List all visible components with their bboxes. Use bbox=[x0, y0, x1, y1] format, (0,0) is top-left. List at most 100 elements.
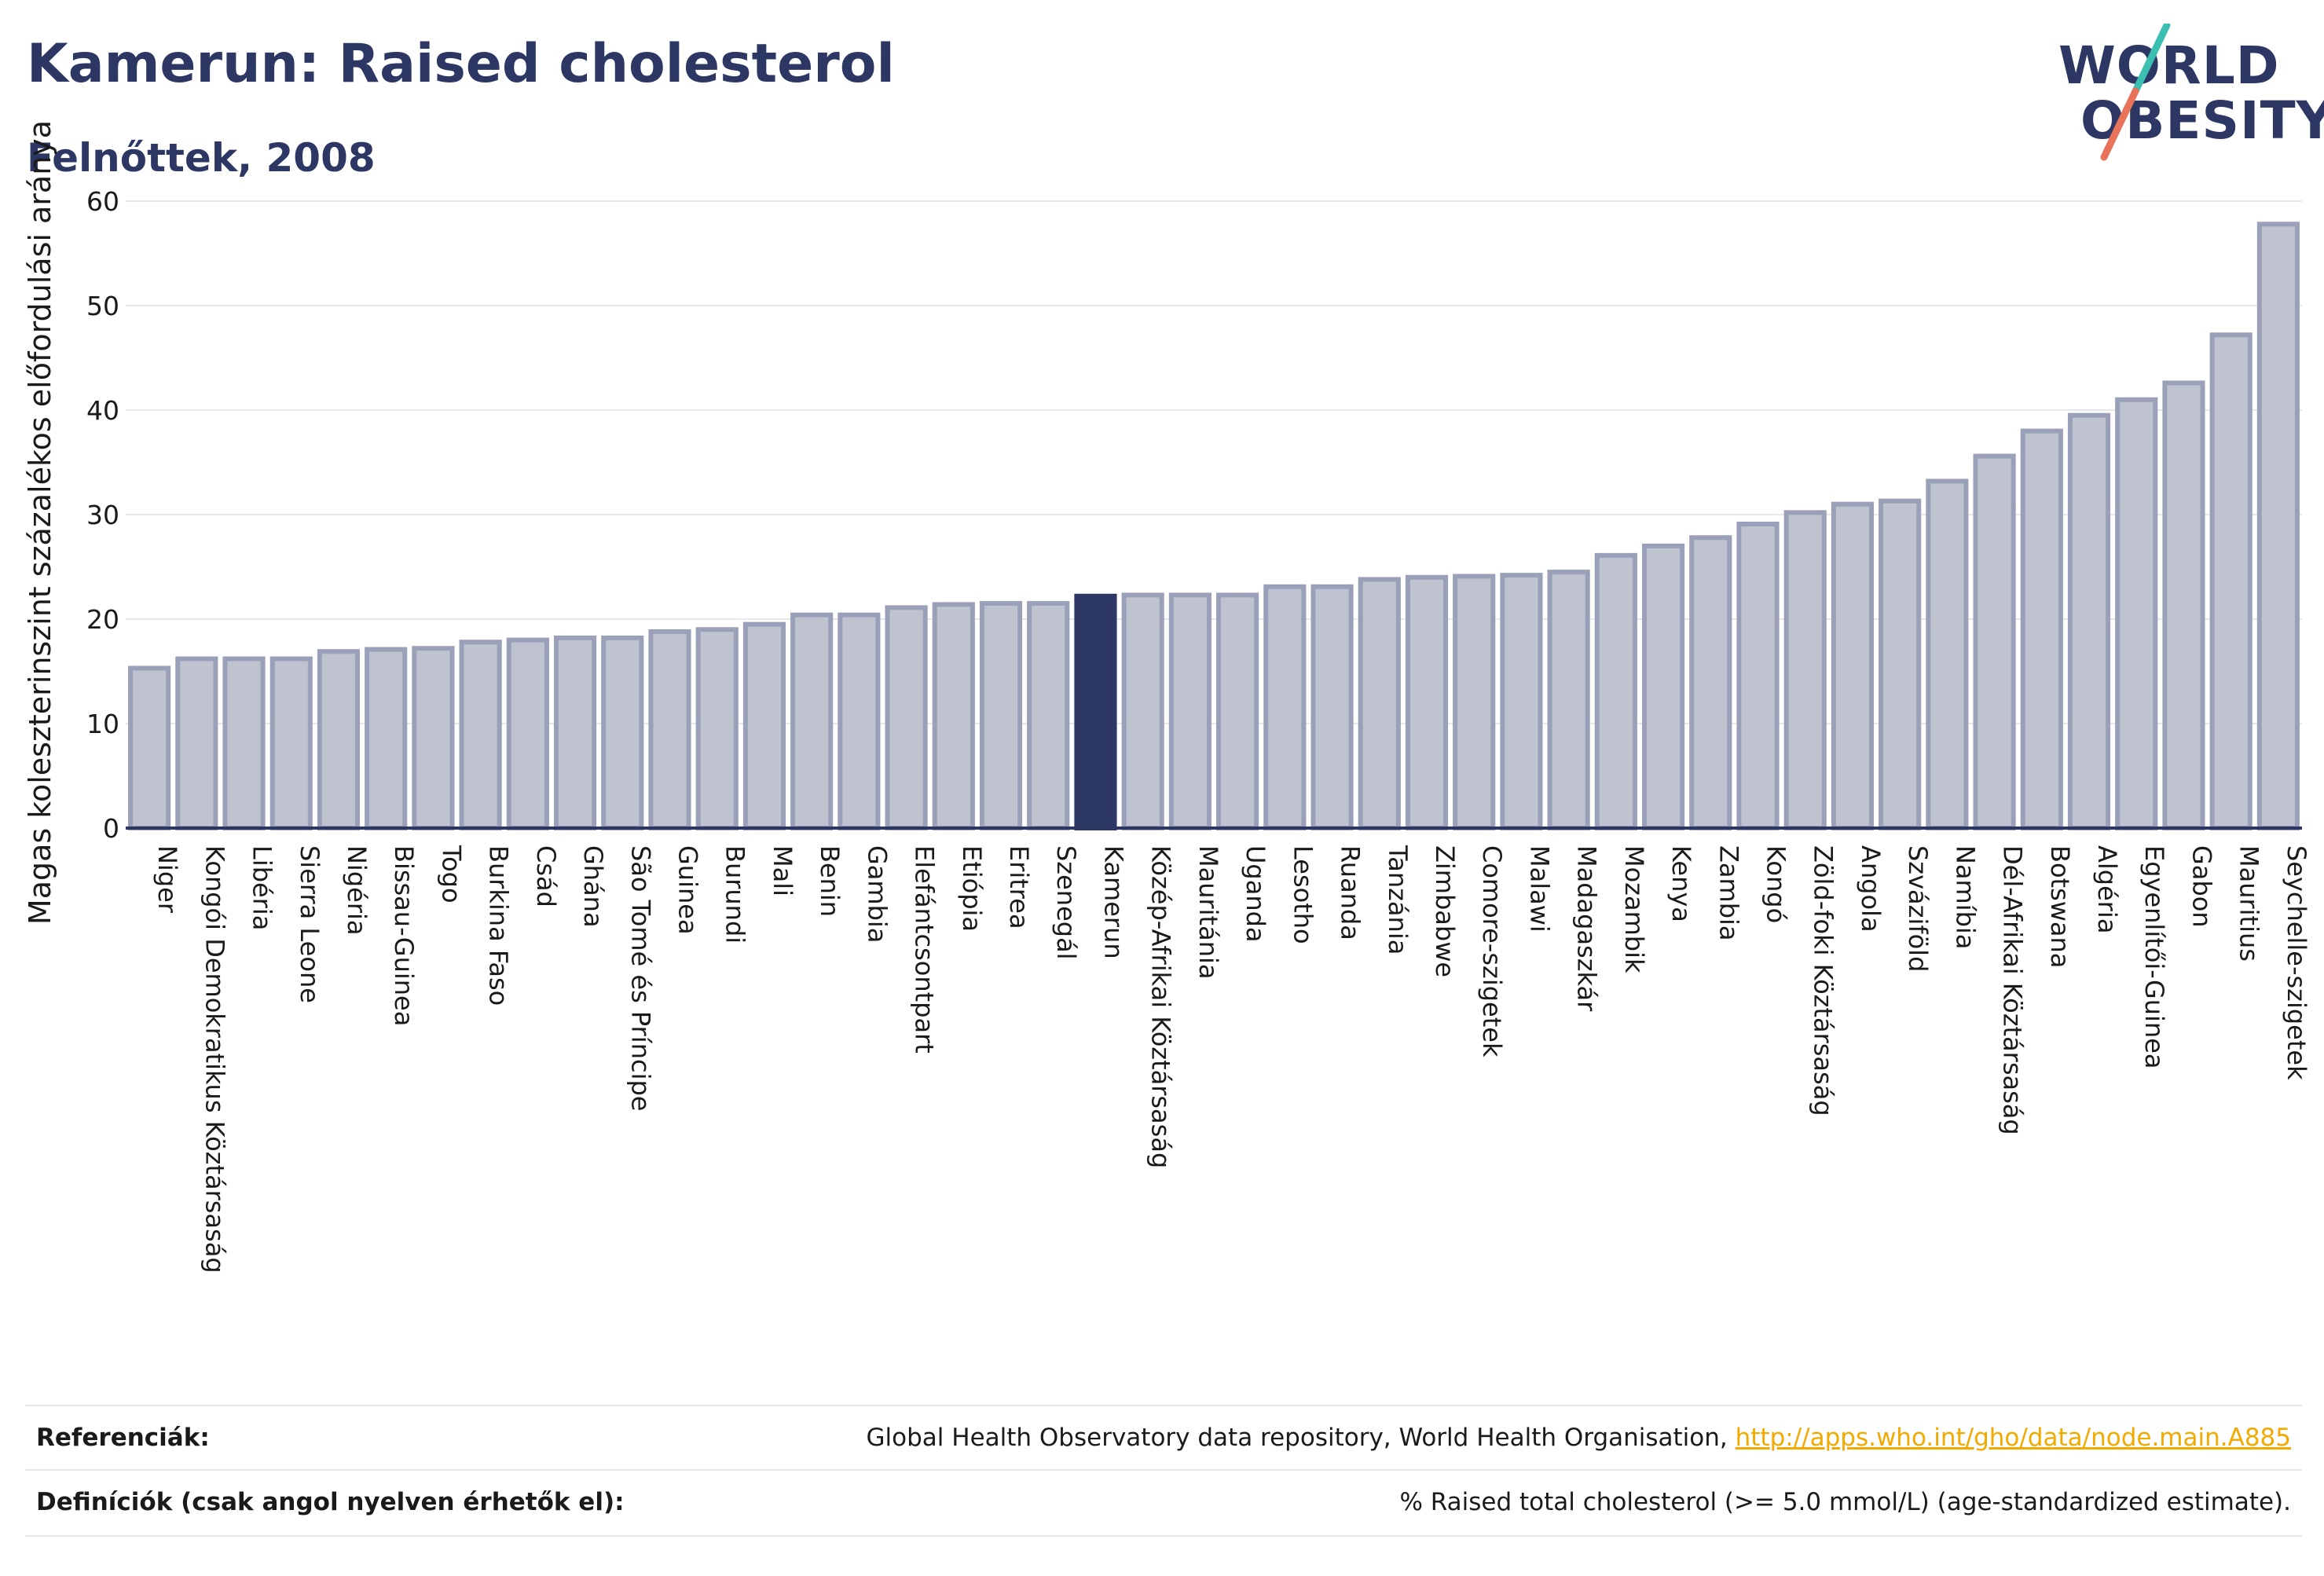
page-title: Kamerun: Raised cholesterol bbox=[27, 33, 895, 95]
x-tick-label: Zimbabwe bbox=[1430, 845, 1460, 977]
references-label: Referenciák: bbox=[36, 1424, 210, 1452]
x-tick-label: Comore-szigetek bbox=[1477, 845, 1507, 1057]
bar[interactable] bbox=[2115, 397, 2158, 830]
bar[interactable] bbox=[1453, 574, 1496, 830]
x-tick-label: Togo bbox=[436, 845, 466, 903]
x-tick-label: Malawi bbox=[1524, 845, 1554, 933]
definitions-row: Definíciók (csak angol nyelven érhetők e… bbox=[25, 1469, 2302, 1537]
bar[interactable] bbox=[222, 656, 266, 830]
y-axis-label: Magas koleszterinszint százalékos előfor… bbox=[23, 120, 57, 925]
x-tick-label: Nigéria bbox=[342, 845, 372, 935]
bar-chart: 0 10 20 30 40 50 60 Niger Kongói Demokratikus K… bbox=[23, 120, 2311, 1274]
definitions-label: Definíciók (csak angol nyelven érhetők e… bbox=[36, 1488, 625, 1516]
bar[interactable] bbox=[979, 601, 1023, 830]
x-tick-label: Lesotho bbox=[1288, 845, 1318, 944]
bar[interactable] bbox=[2067, 412, 2111, 830]
x-tick-label: Kamerun bbox=[1098, 845, 1128, 959]
bar[interactable] bbox=[838, 612, 881, 830]
bar[interactable] bbox=[1926, 478, 1969, 830]
references-value: Global Health Observatory data repositor… bbox=[867, 1424, 2291, 1452]
bar[interactable] bbox=[175, 656, 218, 830]
x-tick-label: Namíbia bbox=[1950, 845, 1980, 949]
x-tick-label: Szenegál bbox=[1051, 845, 1081, 960]
bar[interactable] bbox=[1358, 577, 1401, 831]
x-tick-label: Kongó bbox=[1761, 845, 1791, 923]
y-tick-label: 10 bbox=[86, 709, 119, 739]
bar[interactable] bbox=[506, 637, 549, 830]
bar[interactable] bbox=[365, 647, 408, 830]
x-tick-label: Etiópia bbox=[957, 845, 987, 932]
bar[interactable] bbox=[317, 649, 361, 830]
x-tick-label: São Tomé és Príncipe bbox=[625, 845, 655, 1111]
bar[interactable] bbox=[412, 646, 455, 830]
bar[interactable] bbox=[1216, 592, 1259, 830]
bar[interactable] bbox=[1973, 453, 2016, 831]
x-tick-label: Mali bbox=[768, 845, 797, 896]
bar-highlight[interactable] bbox=[1074, 593, 1117, 830]
x-tick-label: Sierra Leone bbox=[295, 845, 324, 1003]
bar[interactable] bbox=[553, 635, 597, 830]
x-tick-label: Niger bbox=[152, 845, 182, 914]
bar[interactable] bbox=[1168, 592, 1211, 830]
bar[interactable] bbox=[1121, 592, 1164, 830]
bar[interactable] bbox=[2020, 428, 2063, 830]
x-tick-label: Mauritánia bbox=[1193, 845, 1223, 979]
x-tick-label: Angola bbox=[1856, 845, 1886, 933]
bar[interactable] bbox=[1879, 498, 1922, 831]
bar[interactable] bbox=[1547, 570, 1590, 831]
x-tick-label: Közép-Afrikai Köztársaság bbox=[1146, 845, 1176, 1168]
logo-text-world: WORLD bbox=[2058, 35, 2280, 96]
bar[interactable] bbox=[648, 629, 691, 831]
x-tick-label: Uganda bbox=[1241, 845, 1270, 943]
x-tick-label: Eritrea bbox=[1004, 845, 1034, 929]
bar[interactable] bbox=[932, 602, 975, 830]
world-obesity-logo[interactable]: WORLD OBESITY bbox=[2043, 24, 2324, 165]
bar[interactable] bbox=[695, 627, 739, 830]
bar[interactable] bbox=[1689, 535, 1732, 830]
x-tick-label: Benin bbox=[815, 845, 845, 917]
bar[interactable] bbox=[601, 635, 644, 830]
bar[interactable] bbox=[1594, 552, 1637, 830]
y-tick-label: 0 bbox=[103, 813, 119, 844]
page-subtitle: Felnőttek, 2008 bbox=[27, 135, 376, 181]
bar[interactable] bbox=[1736, 521, 1780, 830]
bar[interactable] bbox=[1500, 573, 1543, 830]
bar[interactable] bbox=[2256, 222, 2300, 830]
x-tick-label: Algéria bbox=[2092, 845, 2122, 933]
bar[interactable] bbox=[2162, 380, 2205, 831]
x-tick-label: Kenya bbox=[1666, 845, 1696, 922]
bar[interactable] bbox=[269, 656, 313, 830]
logo-slash-icon bbox=[2100, 24, 2171, 161]
bar[interactable] bbox=[1641, 543, 1685, 831]
x-tick-label: Libéria bbox=[247, 845, 277, 930]
x-tick-label: Tanzánia bbox=[1383, 845, 1413, 955]
x-tick-label: Bissau-Guinea bbox=[389, 845, 419, 1026]
y-tick-label: 60 bbox=[86, 186, 119, 217]
x-tick-label: Zambia bbox=[1714, 845, 1743, 941]
bar[interactable] bbox=[885, 605, 928, 830]
x-tick-label: Burundi bbox=[720, 845, 750, 944]
x-tick-label: Ruanda bbox=[1336, 845, 1365, 940]
bars bbox=[128, 222, 2300, 831]
bar[interactable] bbox=[1263, 584, 1307, 831]
bar[interactable] bbox=[742, 621, 786, 831]
x-tick-label: Botswana bbox=[2045, 845, 2075, 968]
y-tick-labels: 0 10 20 30 40 50 60 bbox=[86, 186, 119, 844]
bar[interactable] bbox=[1405, 574, 1449, 830]
x-tick-label: Szváziföld bbox=[1903, 845, 1933, 972]
bar[interactable] bbox=[1783, 510, 1827, 831]
x-tick-label: Burkina Faso bbox=[484, 845, 514, 1006]
bar[interactable] bbox=[2209, 332, 2253, 830]
x-tick-label: Ghána bbox=[578, 845, 608, 928]
x-tick-label: Kongói Demokratikus Köztársaság bbox=[200, 845, 229, 1274]
bar[interactable] bbox=[1831, 501, 1875, 830]
bar[interactable] bbox=[1310, 584, 1354, 831]
references-link[interactable]: http://apps.who.int/gho/data/node.main.A… bbox=[1735, 1424, 2291, 1452]
bar[interactable] bbox=[128, 665, 171, 831]
bar[interactable] bbox=[459, 640, 502, 831]
y-tick-label: 50 bbox=[86, 291, 119, 321]
bar[interactable] bbox=[790, 612, 834, 830]
x-tick-label: Dél-Afrikai Köztársaság bbox=[1998, 845, 2028, 1135]
x-tick-label: Madagaszkár bbox=[1572, 845, 1602, 1012]
bar[interactable] bbox=[1027, 601, 1070, 830]
